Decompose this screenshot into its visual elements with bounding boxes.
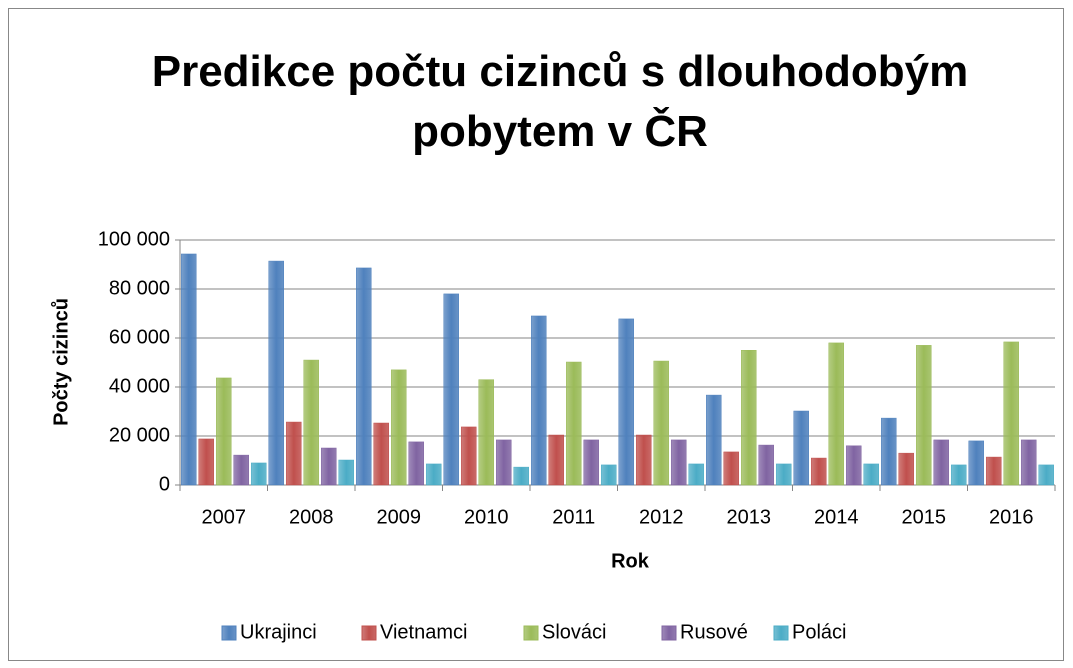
bar xyxy=(408,441,424,486)
bar xyxy=(443,293,459,486)
bar xyxy=(601,464,617,486)
y-tick-label: 100 000 xyxy=(98,228,170,250)
bar xyxy=(1038,464,1054,486)
legend-swatch xyxy=(523,625,539,641)
bar xyxy=(898,452,914,486)
x-tick-label: 2011 xyxy=(552,506,595,528)
bar xyxy=(583,439,599,486)
bar xyxy=(881,417,897,486)
bar xyxy=(793,410,809,486)
legend-label: Ukrajinci xyxy=(240,621,317,643)
bar xyxy=(758,444,774,486)
x-tick-label: 2016 xyxy=(989,506,1034,528)
y-tick-label: 60 000 xyxy=(109,326,170,348)
x-tick-label: 2009 xyxy=(377,506,422,528)
bar xyxy=(618,318,634,486)
bar xyxy=(496,439,512,486)
bar xyxy=(846,445,862,486)
bar xyxy=(1021,439,1037,486)
bar xyxy=(968,440,984,486)
legend-swatch xyxy=(661,625,677,641)
bar xyxy=(916,345,932,486)
bar xyxy=(828,342,844,486)
x-tick-label: 2012 xyxy=(639,506,684,528)
bar xyxy=(688,463,704,486)
bar xyxy=(706,394,722,486)
bar xyxy=(478,379,494,486)
legend-label: Poláci xyxy=(792,621,846,643)
y-axis-label: Počty cizinců xyxy=(50,298,72,426)
y-tick-label: 80 000 xyxy=(109,277,170,299)
bar xyxy=(513,466,529,486)
legend-label: Vietnamci xyxy=(380,621,467,643)
x-tick-label: 2014 xyxy=(814,506,859,528)
bar xyxy=(303,359,319,486)
bar xyxy=(321,447,337,486)
x-axis-label: Rok xyxy=(611,550,650,572)
bar xyxy=(548,434,564,486)
bar xyxy=(863,463,879,486)
bar xyxy=(1003,341,1019,486)
bar xyxy=(216,377,232,486)
bar xyxy=(951,464,967,486)
y-tick-label: 20 000 xyxy=(109,424,170,446)
bar xyxy=(268,260,284,486)
bar xyxy=(636,434,652,486)
x-tick-label: 2010 xyxy=(464,506,509,528)
bar xyxy=(811,457,827,486)
bar xyxy=(741,350,757,486)
bar xyxy=(671,439,687,486)
legend-swatch xyxy=(773,625,789,641)
bar xyxy=(286,421,302,486)
x-tick-label: 2008 xyxy=(289,506,334,528)
bar xyxy=(531,315,547,486)
bar xyxy=(566,361,582,486)
chart-title: Predikce počtu cizinců s dlouhodobým pob… xyxy=(151,47,969,156)
legend-swatch xyxy=(221,625,237,641)
x-tick-label: 2013 xyxy=(727,506,772,528)
bar xyxy=(338,459,354,486)
bar xyxy=(426,463,442,486)
bar xyxy=(723,451,739,486)
x-tick-label: 2007 xyxy=(202,506,247,528)
bar xyxy=(373,422,389,486)
bar xyxy=(356,267,372,486)
y-tick-label: 0 xyxy=(159,473,170,495)
bar xyxy=(181,253,197,486)
bar xyxy=(986,456,1002,486)
x-tick-label: 2015 xyxy=(902,506,947,528)
bar xyxy=(391,369,407,486)
bar xyxy=(198,438,214,486)
bar xyxy=(653,360,669,486)
legend-swatch xyxy=(361,625,377,641)
chart-border xyxy=(8,8,1064,661)
legend-label: Slováci xyxy=(542,621,606,643)
y-tick-label: 40 000 xyxy=(109,375,170,397)
legend-label: Rusové xyxy=(680,621,748,643)
bar xyxy=(933,439,949,486)
bar xyxy=(461,426,477,486)
bar xyxy=(776,463,792,486)
bar xyxy=(233,454,249,486)
bar xyxy=(251,462,267,486)
